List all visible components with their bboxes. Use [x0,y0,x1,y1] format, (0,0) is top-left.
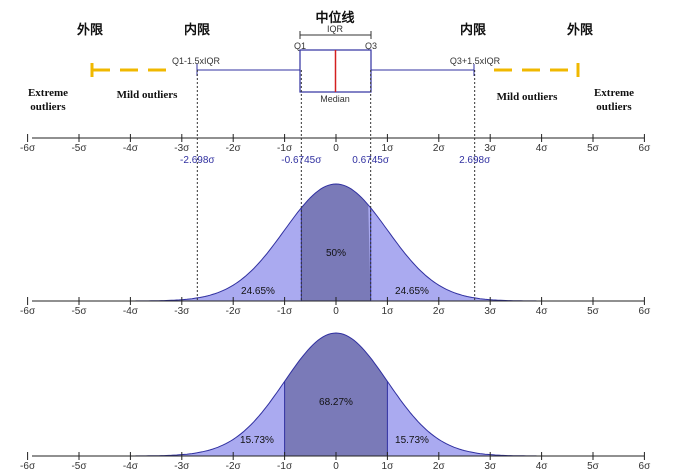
axis-3-tick-label: -3σ [174,461,190,472]
median-label: Median [320,94,350,104]
axis-1-tick-label: 0 [333,143,339,154]
outer-fence-right-label: 外限 [566,22,594,38]
axis-2-tick-label: -5σ [71,306,87,317]
axis-3-tick-label: 1σ [382,461,395,472]
iqr-right-tail-pct: 24.65% [395,286,429,297]
inner-fence-right-label: 内限 [460,22,487,38]
q3-label: Q3 [365,41,377,51]
axis-2-tick-label: 6σ [639,306,652,317]
iqr-center-pct: 50% [326,248,346,259]
sigma-axis-2: -6σ -5σ -4σ -3σ -2σ -1σ 0 1σ 2σ 3σ 4σ 5σ 6σ [20,297,651,317]
axis-1-tick-label: 1σ [382,143,395,154]
panel-1-center-band [301,184,371,301]
axis-3-tick-label: -4σ [123,461,139,472]
axis-3-tick-label: 3σ [484,461,497,472]
axis-1-tick-label: -4σ [123,143,139,154]
median-line-title: 中位线 [315,10,354,26]
upper-whisker-label: Q3+1.5xIQR [450,56,501,66]
mild-outliers-right-label: Mild outliers [497,91,559,103]
axis-1-tick-label: -3σ [174,143,190,154]
quantile-marker-label: 0.6745σ [352,155,390,166]
quantile-marker-labels: -2.698σ -0.6745σ 0.6745σ 2.698σ [180,155,491,166]
axis-3-tick-label: 5σ [587,461,600,472]
lower-whisker-label: Q1-1.5xIQR [172,56,221,66]
axis-2-tick-label: 5σ [587,306,600,317]
axis-2-tick-label: 3σ [484,306,497,317]
axis-1-tick-label: -2σ [226,143,242,154]
inner-fence-left-label: 内限 [184,22,211,38]
axis-1-tick-label: 5σ [587,143,600,154]
quantile-marker-label: -2.698σ [180,155,215,166]
axis-3-tick-label: -5σ [71,461,87,472]
axis-2-tick-label: -3σ [174,306,190,317]
axis-3-tick-label: 2σ [433,461,446,472]
boxplot: 外限 内限 中位线 内限 外限 IQR Q1 Q3 Median Q1-1.5x… [28,10,634,113]
axis-3-tick-label: -2σ [226,461,242,472]
quantile-marker-label: -0.6745σ [281,155,322,166]
extreme-outliers-left-label: Extreme outliers [28,87,68,113]
axis-2-tick-label: -6σ [20,306,36,317]
panel-2-center-band [284,333,388,456]
axis-1-tick-label: 4σ [536,143,549,154]
axis-1-tick-label: 3σ [484,143,497,154]
sigma-left-tail-pct: 15.73% [240,435,274,446]
quantile-guide-lines [196,70,476,301]
axis-2-tick-label: -2σ [226,306,242,317]
panel-1-curve [135,183,537,302]
extreme-outliers-right-label: Extreme outliers [594,87,634,113]
axis-1-tick-label: 6σ [639,143,652,154]
quantile-marker-label: 2.698σ [459,155,491,166]
outer-fence-left-label: 外限 [76,22,104,38]
axis-2-tick-label: 4σ [536,306,549,317]
axis-3-tick-label: -1σ [277,461,293,472]
axis-2-tick-label: -1σ [277,306,293,317]
sigma-axis-1: -6σ -5σ -4σ -3σ -2σ -1σ 0 1σ 2σ 3σ 4σ 5σ 6σ [20,134,651,154]
axis-1-tick-label: -1σ [277,143,293,154]
sigma-axis-3: -6σ -5σ -4σ -3σ -2σ -1σ 0 1σ 2σ 3σ 4σ 5σ 6σ [20,452,651,472]
iqr-label: IQR [327,24,344,34]
iqr-left-tail-pct: 24.65% [241,286,275,297]
normal-curve-sigma-panel [135,332,537,457]
normal-curve-iqr-panel [135,183,537,302]
q1-label: Q1 [294,41,306,51]
panel-2-curve [135,332,537,457]
axis-2-tick-label: 0 [333,306,339,317]
axis-3-tick-label: -6σ [20,461,36,472]
mild-outliers-left-label: Mild outliers [117,89,179,101]
axis-3-tick-label: 0 [333,461,339,472]
axis-1-tick-label: -6σ [20,143,36,154]
axis-1-tick-label: 2σ [433,143,446,154]
axis-3-tick-label: 6σ [639,461,652,472]
axis-2-tick-label: 1σ [382,306,395,317]
axis-2-tick-label: 2σ [433,306,446,317]
sigma-center-pct: 68.27% [319,397,353,408]
sigma-right-tail-pct: 15.73% [395,435,429,446]
axis-2-tick-label: -4σ [123,306,139,317]
axis-1-tick-label: -5σ [71,143,87,154]
axis-3-tick-label: 4σ [536,461,549,472]
